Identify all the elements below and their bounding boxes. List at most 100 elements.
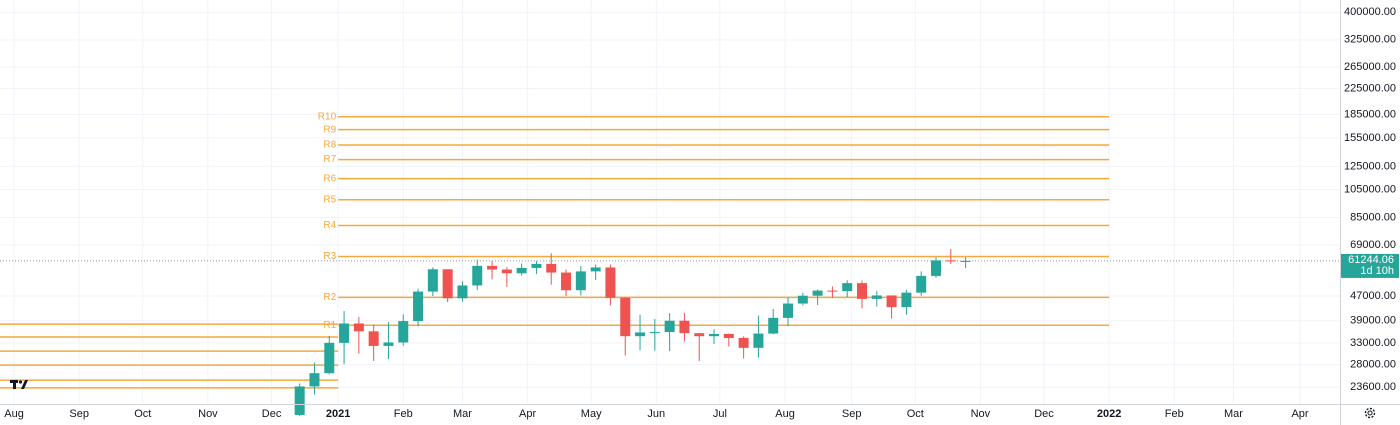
logo-part bbox=[13, 380, 16, 389]
y-tick-label: 47000.00 bbox=[1350, 290, 1396, 302]
candle-body bbox=[679, 320, 690, 334]
price-tag-countdown: 1d 10h bbox=[1360, 265, 1394, 277]
x-tick-label: Jun bbox=[647, 408, 665, 420]
candle-body bbox=[531, 263, 542, 268]
logo bbox=[10, 380, 28, 389]
candle-body bbox=[931, 260, 942, 276]
candle-body bbox=[886, 295, 897, 308]
y-tick-label: 28000.00 bbox=[1350, 359, 1396, 371]
x-tick-label: Aug bbox=[775, 408, 795, 420]
pivot-label: R1 bbox=[323, 320, 336, 331]
logo-part bbox=[18, 380, 23, 384]
y-tick-label: 85000.00 bbox=[1350, 211, 1396, 223]
pivot-label: R8 bbox=[323, 140, 336, 151]
candle-body bbox=[960, 260, 971, 262]
y-tick-label: 325000.00 bbox=[1344, 34, 1396, 46]
candle-body bbox=[620, 297, 631, 337]
plot-layer: R10 R9 R8 R7 R6 R5 R4 R3 R2 R1 bbox=[0, 0, 1340, 416]
x-tick-label: Oct bbox=[907, 408, 924, 420]
candle-body bbox=[857, 283, 868, 299]
x-tick-label: 2021 bbox=[326, 408, 350, 420]
candle-body bbox=[709, 333, 720, 337]
x-tick-label: 2022 bbox=[1097, 408, 1121, 420]
candle-body bbox=[664, 320, 675, 333]
candle-body bbox=[812, 290, 823, 296]
pivot-label: R7 bbox=[323, 154, 336, 165]
candle-body bbox=[398, 321, 409, 343]
pivot-label: R10 bbox=[318, 111, 337, 122]
y-tick-label: 33000.00 bbox=[1350, 337, 1396, 349]
x-tick-label: Jul bbox=[713, 408, 727, 420]
y-tick-label: 155000.00 bbox=[1344, 132, 1396, 144]
logo-part bbox=[21, 380, 28, 389]
pivot-label: R6 bbox=[323, 173, 336, 184]
y-tick-label: 125000.00 bbox=[1344, 160, 1396, 172]
pivot-label: R9 bbox=[323, 124, 336, 135]
x-tick-label: Dec bbox=[262, 408, 282, 420]
candle-body bbox=[575, 271, 586, 291]
candle-body bbox=[842, 283, 853, 292]
candle-body bbox=[797, 295, 808, 304]
candle-body bbox=[472, 265, 483, 286]
x-tick-label: Oct bbox=[134, 408, 151, 420]
x-tick-label: May bbox=[581, 408, 602, 420]
x-tick-label: Dec bbox=[1034, 408, 1054, 420]
candle-body bbox=[871, 295, 882, 299]
y-tick-label: 23600.00 bbox=[1350, 381, 1396, 393]
pivot-label: R5 bbox=[323, 194, 336, 205]
x-tick-label: Mar bbox=[453, 408, 472, 420]
x-tick-label: Mar bbox=[1224, 408, 1243, 420]
gear[interactable] bbox=[1364, 407, 1376, 419]
candle-body bbox=[442, 269, 453, 299]
price-tag bbox=[1341, 253, 1399, 278]
y-tick-label: 400000.00 bbox=[1344, 6, 1396, 18]
x-tick-label: Nov bbox=[971, 408, 991, 420]
candle-body bbox=[546, 263, 557, 273]
candle-body bbox=[605, 267, 616, 298]
candle-body bbox=[738, 337, 749, 348]
x-tick-label: Apr bbox=[1291, 408, 1308, 420]
x-tick-label: Apr bbox=[519, 408, 536, 420]
candle-body bbox=[768, 317, 779, 334]
candle-body bbox=[901, 292, 912, 308]
candle-body bbox=[635, 332, 646, 337]
pivot-label: R4 bbox=[323, 220, 336, 231]
x-tick-label: Nov bbox=[198, 408, 218, 420]
candle-body bbox=[590, 267, 601, 272]
x-tick-label: Feb bbox=[394, 408, 413, 420]
y-tick-label: 69000.00 bbox=[1350, 239, 1396, 251]
candle-body bbox=[309, 373, 320, 387]
candle-body bbox=[324, 342, 335, 374]
candle-body bbox=[353, 323, 364, 332]
y-tick-label: 265000.00 bbox=[1344, 61, 1396, 73]
candle-body bbox=[383, 342, 394, 346]
candle-body bbox=[487, 265, 498, 270]
candle-body bbox=[294, 386, 305, 415]
candle-body bbox=[427, 269, 438, 292]
settings-icon[interactable] bbox=[1364, 407, 1376, 419]
candle-body bbox=[561, 272, 572, 291]
candle-body bbox=[501, 269, 512, 274]
y-tick-label: 225000.00 bbox=[1344, 82, 1396, 94]
y-tick-label: 39000.00 bbox=[1350, 315, 1396, 327]
x-tick-label: Sep bbox=[842, 408, 862, 420]
candle-body bbox=[339, 323, 350, 343]
candle-body bbox=[753, 333, 764, 348]
candle-body bbox=[694, 333, 705, 337]
candle-body bbox=[723, 333, 734, 338]
pivot-label: R2 bbox=[323, 292, 336, 303]
candle-body bbox=[368, 331, 379, 346]
x-tick-label: Sep bbox=[69, 408, 89, 420]
x-tick-label: Feb bbox=[1165, 408, 1184, 420]
candle-body bbox=[413, 291, 424, 322]
x-tick-label: Aug bbox=[4, 408, 24, 420]
candle-body bbox=[649, 332, 660, 334]
candle-body bbox=[916, 275, 927, 293]
gear-center[interactable] bbox=[1367, 410, 1373, 416]
candle-body bbox=[516, 267, 527, 274]
pivot-label: R3 bbox=[323, 251, 336, 262]
candle-body bbox=[783, 303, 794, 318]
y-tick-label: 185000.00 bbox=[1344, 108, 1396, 120]
